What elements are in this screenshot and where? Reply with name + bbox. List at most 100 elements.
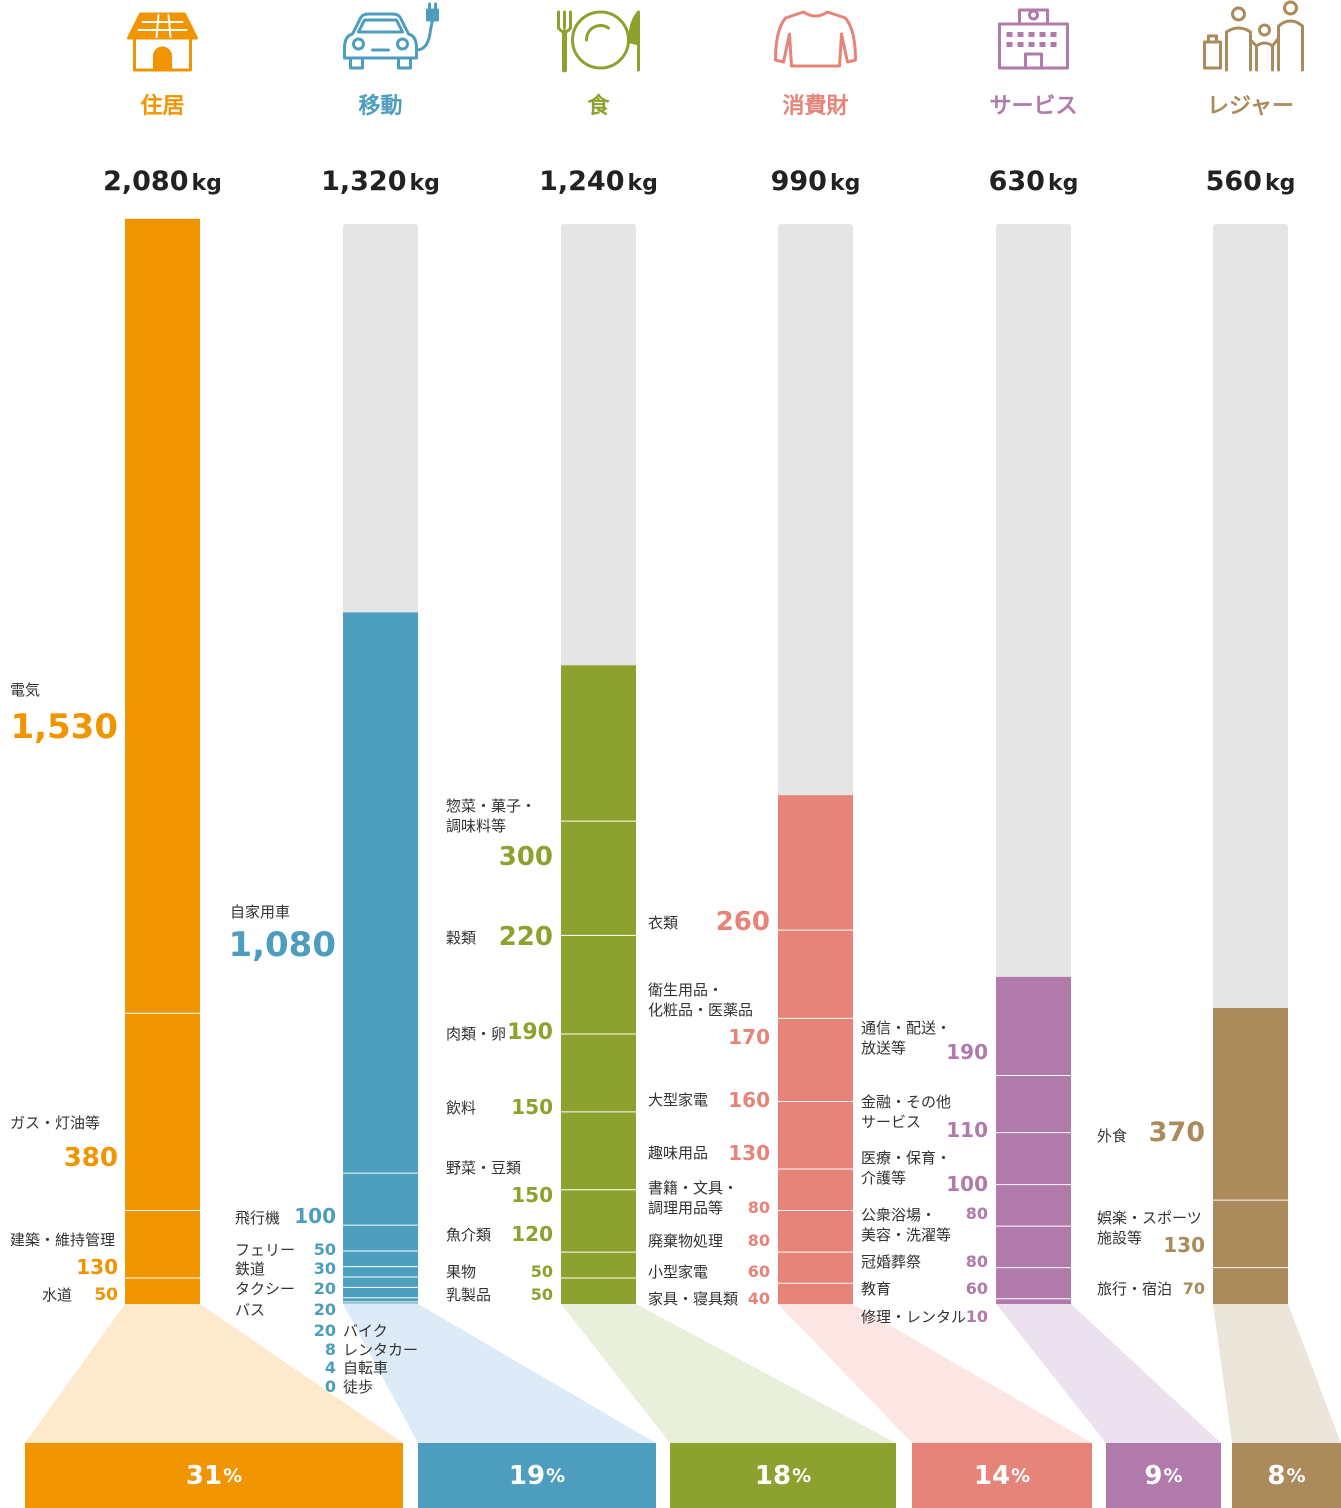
item-value: 170 (728, 1025, 770, 1049)
item-value: 120 (511, 1222, 553, 1246)
item-label: 修理・レンタル (861, 1308, 967, 1326)
share-value: 19 (508, 1460, 546, 1491)
item-label: レンタカー (343, 1341, 419, 1359)
item-value: 0 (324, 1377, 336, 1396)
item-label: 書籍・文具・ 調理用品等 (648, 1179, 739, 1217)
category-label: 住居 (140, 94, 185, 119)
item-label: 金融・その他 サービス (861, 1093, 952, 1131)
item-label: バス (235, 1301, 266, 1319)
house-icon (127, 12, 198, 72)
bar-stack (778, 795, 853, 1304)
share-box: 31% (25, 1443, 403, 1508)
item-label: 通信・配送・ 放送等 (861, 1019, 952, 1057)
item-label: 飛行機 (235, 1209, 281, 1227)
item-label: 電気 (10, 681, 41, 699)
item-label: 惣菜・菓子・ 調味料等 (446, 797, 537, 835)
item-label: 鉄道 (235, 1260, 266, 1278)
item-label: 魚介類 (446, 1226, 492, 1244)
share-unit: % (792, 1464, 812, 1487)
item-label: 衣類 (648, 914, 679, 932)
item-label: 外食 (1097, 1127, 1128, 1145)
category-total: 990 kg (726, 166, 906, 197)
item-label: 衛生用品・ 化粧品・医薬品 (648, 981, 754, 1019)
item-label: 果物 (446, 1263, 477, 1281)
share-funnel (1213, 1304, 1341, 1443)
share-box: 18% (670, 1443, 896, 1508)
building-icon (998, 8, 1069, 70)
item-label: 娯楽・スポーツ 施設等 (1097, 1209, 1202, 1247)
total-unit: kg (191, 171, 222, 196)
share-unit: % (546, 1464, 566, 1487)
item-label: 旅行・宿泊 (1097, 1280, 1173, 1298)
item-label: タクシー (235, 1280, 296, 1298)
item-value: 150 (511, 1183, 553, 1207)
item-value: 8 (324, 1340, 336, 1359)
item-value: 380 (63, 1143, 118, 1173)
item-label: 家具・寝具類 (648, 1290, 739, 1308)
item-value: 20 (313, 1321, 336, 1340)
total-value: 560 (1205, 166, 1262, 197)
item-label: ガス・灯油等 (10, 1114, 101, 1132)
share-value: 14 (973, 1460, 1011, 1491)
category-total: 1,320 kg (291, 166, 471, 197)
item-label: 徒歩 (343, 1378, 374, 1396)
plate-cutlery-icon (557, 10, 640, 73)
share-box: 9% (1106, 1443, 1221, 1508)
item-value: 150 (511, 1095, 553, 1119)
share-box: 14% (912, 1443, 1092, 1508)
bar-stack (1213, 1008, 1288, 1304)
item-value: 130 (76, 1255, 118, 1279)
item-label: 自家用車 (230, 903, 291, 921)
share-funnel (996, 1304, 1221, 1443)
category-total: 2,080 kg (73, 166, 253, 197)
item-value: 60 (747, 1262, 770, 1281)
total-unit: kg (1264, 171, 1296, 196)
share-unit: % (223, 1464, 243, 1487)
item-value: 100 (946, 1172, 988, 1196)
item-label: 肉類・卵 (446, 1025, 507, 1043)
item-value: 190 (507, 1020, 553, 1045)
item-value: 50 (94, 1285, 118, 1305)
item-value: 110 (946, 1118, 988, 1142)
share-funnel (561, 1304, 896, 1443)
item-value: 80 (965, 1252, 988, 1271)
item-label: バイク (343, 1322, 388, 1340)
item-value: 40 (747, 1289, 770, 1308)
item-label: 冠婚葬祭 (861, 1253, 922, 1271)
item-value: 130 (1163, 1233, 1205, 1257)
bar-stack (125, 218, 200, 1304)
item-value: 20 (313, 1279, 336, 1298)
item-value: 50 (530, 1262, 553, 1281)
item-value: 300 (498, 842, 553, 872)
total-value: 1,320 (321, 166, 407, 197)
item-value: 10 (965, 1307, 988, 1326)
total-unit: kg (829, 171, 861, 196)
total-value: 1,240 (539, 166, 625, 197)
item-value: 80 (747, 1198, 770, 1217)
share-box: 19% (418, 1443, 656, 1508)
total-unit: kg (1047, 171, 1079, 196)
item-value: 1,080 (228, 925, 336, 965)
item-value: 100 (294, 1204, 336, 1228)
item-value: 80 (747, 1231, 770, 1250)
category-label: サービス (989, 94, 1078, 119)
total-unit: kg (627, 171, 658, 196)
share-funnel (25, 1304, 403, 1443)
item-label: 飲料 (446, 1099, 477, 1117)
item-label: 水道 (42, 1286, 73, 1304)
item-label: 穀類 (446, 929, 477, 947)
item-value: 160 (728, 1088, 770, 1112)
share-funnel (343, 1304, 656, 1443)
share-box: 8% (1232, 1443, 1341, 1508)
item-value: 80 (965, 1204, 988, 1223)
share-funnel (778, 1304, 1092, 1443)
family-travel-icon (1203, 0, 1304, 72)
total-unit: kg (409, 171, 440, 196)
category-total: 1,240 kg (509, 166, 689, 197)
sweater-icon (774, 10, 857, 68)
item-label: 乳製品 (446, 1286, 492, 1304)
category-total: 560 kg (1161, 166, 1341, 197)
item-label: 野菜・豆類 (446, 1159, 522, 1177)
category-label: 消費財 (782, 94, 849, 119)
share-unit: % (1163, 1464, 1183, 1487)
